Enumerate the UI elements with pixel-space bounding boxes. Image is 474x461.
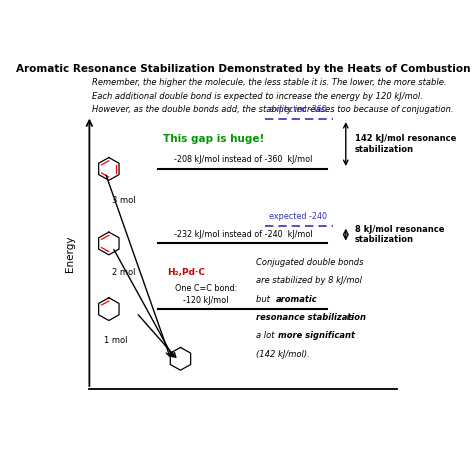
Text: a lot: a lot — [256, 331, 277, 341]
Text: Remember, the higher the molecule, the less stable it is. The lower, the more st: Remember, the higher the molecule, the l… — [92, 78, 447, 88]
Text: 142 kJ/mol resonance
stabilization: 142 kJ/mol resonance stabilization — [355, 134, 456, 154]
Text: expected -360: expected -360 — [269, 105, 327, 114]
Text: resonance stabilization: resonance stabilization — [256, 313, 366, 322]
Text: Aromatic Resonance Stabilization Demonstrated by the Heats of Combustion: Aromatic Resonance Stabilization Demonst… — [16, 64, 470, 74]
Text: expected -240: expected -240 — [269, 213, 327, 221]
Text: -120 kJ/mol: -120 kJ/mol — [183, 296, 229, 305]
Text: -208 kJ/mol instead of -360  kJ/mol: -208 kJ/mol instead of -360 kJ/mol — [174, 155, 312, 164]
Text: 2 mol: 2 mol — [112, 268, 135, 277]
Text: (142 kJ/mol).: (142 kJ/mol). — [256, 350, 310, 359]
Text: 1 mol: 1 mol — [104, 336, 128, 345]
Text: 8 kJ/mol resonance
stabilization: 8 kJ/mol resonance stabilization — [355, 225, 445, 244]
Text: but: but — [256, 295, 272, 304]
Text: H₂,Pd·C: H₂,Pd·C — [168, 268, 206, 277]
Text: more significant: more significant — [278, 331, 355, 341]
Text: are stabilized by 8 kJ/mol: are stabilized by 8 kJ/mol — [256, 276, 362, 285]
Text: aromatic: aromatic — [276, 295, 318, 304]
Text: Energy: Energy — [64, 236, 74, 272]
Text: is: is — [344, 313, 353, 322]
Text: Conjugated double bonds: Conjugated double bonds — [256, 258, 363, 266]
Text: This gap is huge!: This gap is huge! — [163, 134, 264, 144]
Text: Each additional double bond is expected to increase the energy by 120 kJ/mol.: Each additional double bond is expected … — [92, 92, 423, 100]
Text: 3 mol: 3 mol — [112, 196, 136, 205]
Text: -232 kJ/mol instead of -240  kJ/mol: -232 kJ/mol instead of -240 kJ/mol — [173, 230, 312, 239]
Text: One C=C bond:: One C=C bond: — [175, 284, 237, 293]
Text: However, as the double bonds add, the stability increases too because of conjuga: However, as the double bonds add, the st… — [92, 105, 454, 114]
